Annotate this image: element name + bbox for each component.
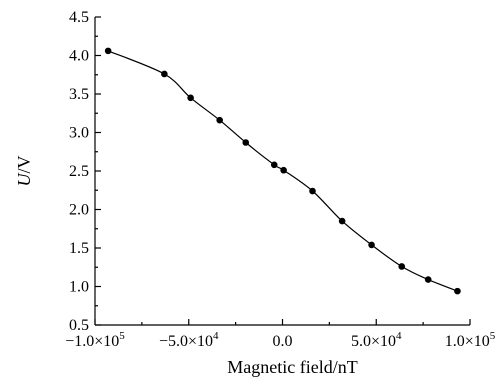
y-tick-label: 4.0 (69, 48, 89, 65)
y-axis-title-symbol: U (14, 173, 34, 187)
data-point (242, 139, 250, 146)
data-point (187, 94, 194, 102)
y-ticks: 0.5 1.0 1.5 2.0 2.5 3.0 3.5 4.0 4.5 (69, 9, 101, 334)
data-point (270, 161, 278, 169)
data-point (104, 47, 112, 55)
y-axis-title-unit: /V (14, 155, 34, 173)
data-point (454, 287, 461, 295)
data-point (424, 276, 432, 283)
data-point (338, 217, 346, 225)
x-tick-label: 5.0×104 (351, 330, 402, 350)
y-tick-label: 3.0 (69, 125, 89, 142)
data-point (161, 70, 168, 78)
data-point (216, 116, 223, 124)
data-point (280, 166, 287, 174)
x-ticks: −1.0×105 −5.0×104 0.0 5.0×104 1.0×105 (65, 319, 496, 350)
data-point (309, 187, 316, 195)
y-tick-label: 3.5 (69, 86, 89, 103)
x-tick-label: 1.0×105 (445, 330, 496, 350)
x-tick-label: 0.0 (273, 333, 293, 350)
data-points (104, 47, 461, 295)
y-axis-title: U/V (14, 155, 34, 186)
y-tick-label: 0.5 (69, 317, 89, 334)
y-tick-label: 2.0 (69, 202, 89, 219)
x-tick-label: −1.0×105 (65, 330, 125, 350)
y-tick-label: 4.5 (69, 9, 89, 26)
data-point (368, 241, 375, 249)
data-point (398, 263, 406, 270)
y-tick-label: 1.5 (69, 240, 89, 257)
x-axis-title: Magnetic field/nT (227, 357, 357, 377)
y-tick-label: 1.0 (69, 279, 89, 296)
x-tick-label: −5.0×104 (159, 330, 219, 350)
y-tick-label: 2.5 (69, 163, 89, 180)
